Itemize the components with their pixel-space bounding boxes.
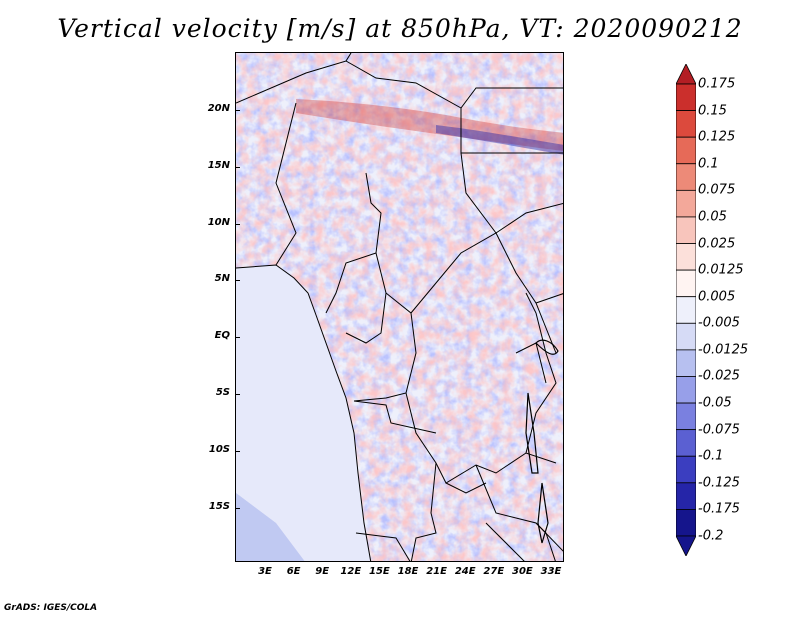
lon-label: 27E [483,566,505,577]
colorbar-segment [676,429,696,457]
colorbar-segment [676,216,696,244]
lon-label: 24E [454,566,476,577]
lon-label: 33E [540,566,562,577]
colorbar-bottom-arrow [676,535,696,556]
ocean-band [236,493,305,561]
lat-label: 15N [207,159,230,171]
colorbar-label: -0.2 [698,528,724,544]
colorbar-label: -0.125 [698,475,740,491]
lon-label: 12E [340,566,362,577]
colorbar-segment [676,455,696,484]
colorbar-label: -0.025 [698,368,740,384]
colorbar-label: 0.025 [698,236,736,252]
colorbar-label: 0.05 [698,209,727,225]
colorbar-label: 0.0125 [698,262,744,278]
lat-label: 5N [214,273,230,285]
lat-tick [235,223,240,225]
lon-label: 6E [286,566,301,577]
grads-credit: GrADS: IGES/COLA [4,603,98,613]
lon-label: 9E [315,566,330,577]
colorbar-label: -0.0125 [698,342,749,358]
latitude-axis: 20N 15N 10N 5N EQ 5S 10S 15S [190,52,240,562]
colorbar-segment [676,136,696,165]
borders [236,53,563,561]
lon-label: 15E [369,566,390,577]
colorbar-segment [676,482,696,510]
colorbar-segment [676,110,696,138]
lon-label: 3E [258,566,272,577]
colorbar-segment [676,509,696,537]
lat-label: 15S [208,500,230,512]
lat-label: 5S [215,387,230,398]
colorbar-label: 0.125 [698,129,736,145]
colorbar-segment [676,376,696,404]
lat-label: 20N [207,103,230,114]
lat-tick [235,394,240,395]
sahel-band-blue [436,125,563,155]
lon-label: 18E [397,566,419,577]
lakes [525,339,559,544]
lat-label: EQ [214,330,230,342]
colorbar-segment [676,322,696,351]
colorbar-segment [676,296,696,324]
colorbar-segment [676,269,696,298]
lat-tick [235,507,240,509]
colorbar-segment [676,83,696,111]
colorbar-segment [676,402,696,431]
map-svg [236,53,563,561]
map-plot-area [235,52,564,562]
lat-label: 10S [208,443,230,455]
colorbar-top-arrow [676,64,696,85]
colorbar-label: -0.075 [698,422,740,438]
colorbar [676,64,696,556]
ocean-area [236,265,371,561]
colorbar-label: 0.1 [698,156,719,172]
lat-label: 10N [207,216,230,228]
colorbar-label: 0.15 [698,103,727,119]
sahel-band [296,99,563,151]
colorbar-label: -0.1 [698,448,724,464]
colorbar-label: 0.075 [698,182,736,198]
colorbar-label: -0.175 [698,501,740,517]
chart-title: Vertical velocity [m/s] at 850hPa, VT: 2… [57,14,743,43]
longitude-axis: 3E 6E 9E 12E 15E 18E 21E 24E 27E 30E 33E [235,566,564,582]
lat-tick [235,450,240,452]
lon-label: 30E [512,566,533,577]
colorbar-segment [676,163,696,191]
colorbar-segment [676,189,696,218]
colorbar-label: -0.005 [698,315,740,331]
lat-tick [235,280,240,282]
lat-tick [235,337,240,339]
colorbar-label: 0.005 [698,289,736,305]
colorbar-label: 0.175 [698,76,736,92]
colorbar-segment [676,349,696,377]
colorbar-segment [676,243,696,271]
lat-tick [235,166,240,168]
colorbar-labels: 0.175 0.15 0.125 0.1 0.075 0.05 0.025 0.0125 0.0… [698,64,798,556]
lat-tick [235,110,240,111]
colorbar-label: -0.05 [698,395,732,411]
lon-label: 21E [426,566,447,577]
